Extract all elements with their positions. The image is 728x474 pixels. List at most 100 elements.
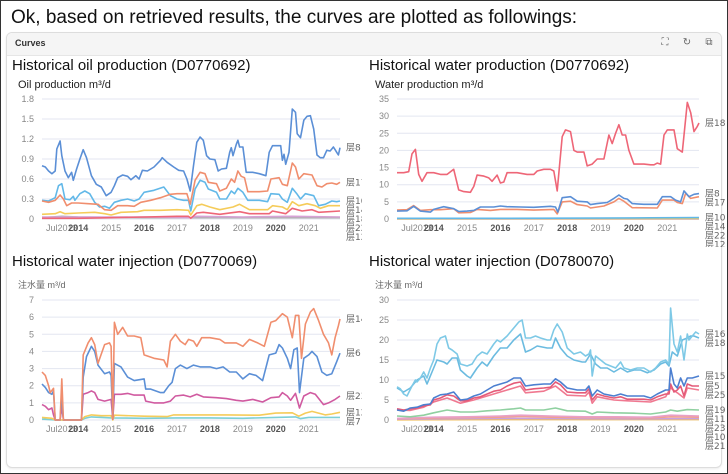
x-tick-label: 2015: [101, 424, 121, 434]
series-line-层8[interactable]: [396, 190, 700, 213]
y-tick-label: 0: [29, 214, 34, 224]
series-line-层14[interactable]: [41, 307, 341, 421]
y-tick-label: 35: [379, 94, 389, 104]
series-line-层14[interactable]: [41, 200, 340, 216]
y-tick-label: 5: [29, 329, 34, 339]
y-tick-label: 3: [29, 364, 34, 374]
legend-label: 层22: [705, 231, 725, 242]
x-tick-label: 2021: [299, 223, 319, 233]
x-tick-label: 2014: [424, 424, 444, 434]
series-line-层22[interactable]: [42, 215, 341, 219]
series-line-层17[interactable]: [41, 162, 341, 212]
series-line-层5[interactable]: [396, 381, 699, 411]
series-line-层18[interactable]: [42, 207, 341, 220]
series-line-层18[interactable]: [396, 333, 700, 393]
y-tick-label: 20: [379, 145, 389, 155]
y-tick-label: 0: [384, 214, 389, 224]
series-line-层23[interactable]: [396, 415, 700, 420]
chart-water-injection-d0780070: Historical water injection (D0780070) 注水…: [369, 253, 725, 468]
y-tick-label: 1: [29, 398, 34, 408]
series-line-层25[interactable]: [396, 385, 700, 412]
legend-label: 层14: [346, 314, 362, 325]
x-tick-label: 2021: [299, 424, 319, 434]
x-tick-label: 2015: [457, 424, 477, 434]
y-tick-label: 6: [29, 312, 34, 322]
x-tick-label: 2017: [524, 223, 544, 233]
y-tick-label: 0: [29, 415, 34, 425]
curves-panel: Curves ⛶ ↻ ⧉: [6, 32, 722, 468]
y-tick-label: 0.9: [21, 154, 34, 164]
x-tick-label: 2018: [557, 223, 577, 233]
x-tick-label: 2020: [266, 223, 286, 233]
x-tick-label: 2016: [490, 424, 510, 434]
legend-label: 层15: [705, 371, 725, 382]
y-tick-label: 1.8: [21, 94, 34, 104]
legend-label: 层21: [705, 441, 725, 452]
legend-label: 层12: [705, 240, 725, 247]
y-tick-label: 30: [379, 295, 389, 305]
x-tick-label: 2014: [68, 223, 88, 233]
x-tick-label: 2015: [457, 223, 477, 233]
series-line-层10[interactable]: [41, 179, 341, 212]
legend-label: 层8: [705, 189, 720, 200]
y-axis-label: Oil production m³/d: [18, 79, 111, 91]
panel-title: Curves: [15, 38, 46, 48]
y-tick-label: 25: [379, 128, 389, 138]
series-line-层17[interactable]: [396, 192, 700, 215]
x-tick-label: 2018: [557, 424, 577, 434]
legend-label: 层16: [705, 329, 725, 340]
y-tick-label: 10: [379, 180, 389, 190]
chart-water-injection-d0770069: Historical water injection (D0770069) 注水…: [12, 253, 362, 443]
chart-svg: Water production m³/d 0 5 10 15 20 25 30 35 Jul20…: [375, 79, 725, 247]
x-tick-label: 2018: [200, 424, 220, 434]
legend-label: 层10: [705, 432, 725, 443]
x-tick-label: 2020: [624, 223, 644, 233]
x-tick-label: 2016: [134, 223, 154, 233]
legend-label: 层14: [705, 222, 725, 233]
y-axis-label: 注水量 m³/d: [375, 279, 423, 290]
series-line-层12[interactable]: [41, 410, 341, 421]
series-line-层8[interactable]: [41, 108, 341, 197]
legend-label: 层12: [346, 407, 362, 418]
series-line-层10[interactable]: [397, 216, 700, 220]
chart-title: Historical water injection (D0780070): [369, 253, 615, 270]
x-tick-label: 2016: [490, 223, 510, 233]
series-line-层19[interactable]: [396, 407, 700, 418]
y-tick-label: 7: [29, 295, 34, 305]
x-tick-label: 2014: [68, 424, 88, 434]
x-tick-label: 2019: [591, 424, 611, 434]
x-tick-label: 2014: [424, 223, 444, 233]
copy-icon[interactable]: ⧉: [705, 37, 713, 48]
legend-label: 层17: [705, 198, 725, 209]
x-tick-label: 2018: [200, 223, 220, 233]
fullscreen-icon[interactable]: ⛶: [661, 37, 669, 48]
refresh-icon[interactable]: ↻: [682, 37, 692, 48]
x-tick-label: 2019: [233, 223, 253, 233]
x-tick-label: 2019: [233, 424, 253, 434]
x-tick-label: 2021: [657, 223, 677, 233]
x-tick-label: 2015: [101, 223, 121, 233]
legend-label: 层6: [346, 348, 361, 359]
series-line-层16[interactable]: [396, 307, 700, 397]
x-tick-label: 2020: [266, 424, 286, 434]
series-line-层15[interactable]: [396, 367, 700, 412]
series-line-层11[interactable]: [396, 414, 700, 420]
y-tick-label: 1.5: [21, 114, 34, 124]
series-line-层6[interactable]: [41, 343, 341, 421]
legend-label: 层23: [346, 391, 362, 402]
legend-label: 层14: [346, 205, 362, 216]
chart-oil-production: Historical oil production (D0770692) Oil…: [12, 57, 362, 247]
x-tick-label: 2017: [167, 424, 187, 434]
series-line-层18[interactable]: [397, 101, 700, 194]
legend-label: 层5: [705, 381, 720, 392]
legend-label: 层8: [346, 143, 361, 154]
legend-label: 层19: [705, 405, 725, 416]
y-axis-label: Water production m³/d: [375, 79, 483, 91]
legend-label: 层18: [346, 214, 362, 225]
y-tick-label: 1.2: [21, 134, 34, 144]
y-tick-label: 4: [29, 346, 34, 356]
panel-toolbar: ⛶ ↻ ⧉: [659, 37, 715, 48]
y-tick-label: 2: [29, 381, 34, 391]
legend-label: 层10: [346, 196, 362, 207]
